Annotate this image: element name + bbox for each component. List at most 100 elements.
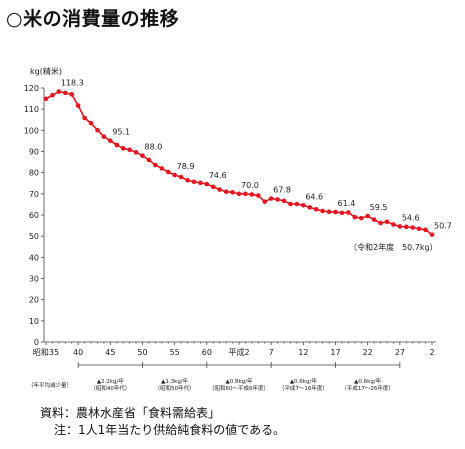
data-point [191, 179, 197, 185]
y-tick-label: 60 [29, 211, 39, 220]
data-point [140, 153, 145, 159]
y-axis-ticks: 0 10 20 30 40 50 60 70 80 90 100 110 120 [24, 84, 44, 347]
avg-rate-label: ▲0.6kg/年 [290, 377, 318, 385]
footnote: 注：1人1年当たり供給純食料の値である。 [54, 423, 286, 437]
data-point [352, 214, 358, 220]
x-tick-label: 50 [137, 348, 147, 357]
data-point [95, 127, 100, 133]
data-point [307, 205, 313, 210]
data-point [120, 146, 126, 151]
data-point [301, 202, 306, 208]
data-point [75, 103, 81, 108]
data-point [378, 220, 383, 226]
data-point [56, 89, 62, 94]
y-tick-label: 0 [34, 338, 39, 347]
data-point [101, 134, 107, 139]
data-point [249, 192, 255, 197]
rice-consumption-chart: kg(精米) 0 10 20 30 40 50 60 70 80 90 100 110 120 昭和35… [24, 66, 452, 392]
y-tick-label: 30 [29, 275, 39, 284]
data-point [384, 219, 390, 225]
data-point [198, 180, 203, 186]
data-label: 64.6 [305, 192, 323, 201]
data-point [275, 197, 280, 202]
data-point [326, 209, 332, 215]
data-point [50, 92, 55, 98]
data-point [69, 92, 75, 97]
y-tick-label: 100 [24, 126, 39, 135]
avg-rate-label: ▲0.6kg/年 [354, 377, 382, 385]
x-tick-label: 12 [298, 348, 308, 357]
x-tick-label: 55 [170, 348, 180, 357]
series-line-rice [45, 90, 433, 236]
data-point [63, 90, 68, 96]
data-point [391, 222, 396, 227]
y-tick-label: 120 [24, 84, 39, 93]
data-label: 67.8 [273, 185, 291, 194]
avg-decrease-brackets: ▲2.2kg/年（昭和40年代） ▲1.3kg/年（昭和50年代） ▲0.8kg/年… [77, 362, 401, 392]
data-point [403, 224, 409, 230]
data-label: 54.6 [402, 213, 420, 222]
avg-rate-label: ▲0.8kg/年 [225, 377, 253, 385]
data-point [159, 166, 165, 171]
data-points [43, 89, 435, 237]
x-tick-label: 40 [73, 348, 83, 357]
x-tick-label: 22 [363, 348, 373, 357]
data-point [204, 181, 210, 187]
x-tick-label: 27 [395, 348, 405, 357]
data-point [294, 201, 300, 207]
x-tick-label: 平成2 [228, 347, 249, 357]
data-point [108, 138, 113, 144]
avg-rate-label: ▲2.2kg/年 [97, 377, 125, 385]
data-label: 50.7 [434, 222, 452, 231]
data-point [429, 232, 435, 237]
data-point [210, 184, 216, 190]
y-tick-label: 110 [24, 105, 39, 114]
data-point [281, 198, 287, 204]
data-label: 88.0 [145, 143, 163, 152]
data-label: 70.0 [241, 181, 259, 190]
data-point [416, 226, 422, 232]
data-point [88, 120, 94, 126]
x-axis-ticks: 昭和35 40 45 50 55 60 平成2 7 12 17 22 27 2 [33, 342, 435, 357]
source-note: 資料：農林水産省「食料需給表」 [40, 406, 221, 420]
data-label: 74.6 [209, 171, 227, 180]
y-tick-label: 20 [29, 296, 39, 305]
data-point [339, 210, 345, 216]
data-label: 59.5 [370, 203, 388, 212]
data-point [262, 199, 268, 204]
data-point [358, 215, 364, 221]
y-axis-label: kg(精米) [30, 66, 62, 76]
data-point [43, 96, 49, 102]
data-label: 118.3 [61, 79, 84, 88]
data-point [320, 208, 325, 214]
data-point [333, 209, 338, 215]
avg-period-label: （平成17～26年度） [341, 384, 394, 392]
y-tick-label: 90 [29, 148, 39, 157]
data-point [172, 172, 177, 178]
data-point [346, 210, 351, 215]
data-point [82, 115, 87, 121]
avg-period-label: （昭和60～平成6年度） [209, 384, 269, 392]
data-point [288, 201, 293, 207]
data-point [397, 224, 403, 229]
data-point [230, 190, 235, 195]
data-point [114, 142, 120, 148]
data-point [255, 193, 261, 198]
data-point [146, 157, 152, 163]
y-tick-label: 10 [29, 317, 39, 326]
avg-period-label: （昭和40年代） [90, 384, 130, 392]
y-tick-label: 80 [29, 169, 39, 178]
avg-period-label: （平成7～16年度） [279, 384, 328, 392]
data-point [371, 217, 377, 222]
x-tick-label: 昭和35 [33, 348, 59, 357]
y-tick-label: 70 [29, 190, 39, 199]
data-point [243, 191, 248, 197]
data-point [127, 147, 132, 153]
data-point [268, 196, 274, 201]
data-label: 61.4 [338, 199, 356, 208]
x-tick-label: 45 [105, 348, 115, 357]
data-point [178, 174, 184, 180]
data-label: 78.9 [177, 162, 195, 171]
data-point [423, 227, 428, 233]
x-tick-label: 60 [202, 348, 212, 357]
